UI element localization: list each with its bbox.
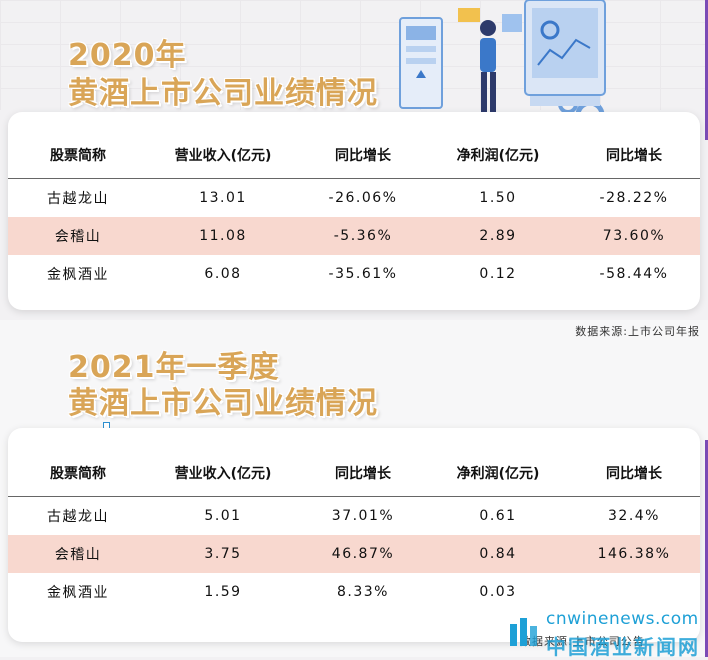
watermark-url: cnwinenews.com <box>546 609 699 629</box>
table-cell: 会稽山 <box>8 217 148 255</box>
column-header: 股票简称 <box>50 466 106 482</box>
column-header: 营业收入(亿元) <box>174 148 272 164</box>
section1-table: 股票简称 营业收入(亿元) 同比增长 净利润(亿元) 同比增长 古越龙山 13.… <box>8 132 700 293</box>
table-cell: 1.59 <box>204 584 242 600</box>
section2-table: 股票简称 营业收入(亿元) 同比增长 净利润(亿元) 同比增长 古越龙山 5.0… <box>8 450 700 611</box>
table-cell: 古越龙山 <box>47 191 109 207</box>
column-header: 净利润(亿元) <box>456 466 540 482</box>
column-header: 同比增长 <box>606 466 662 482</box>
table-cell: 11.08 <box>148 217 298 255</box>
table-cell <box>568 573 700 611</box>
table-cell: 金枫酒业 <box>47 585 109 601</box>
section2-table-card: 股票简称 营业收入(亿元) 同比增长 净利润(亿元) 同比增长 古越龙山 5.0… <box>8 428 700 642</box>
table-cell: 73.60% <box>568 217 700 255</box>
table-cell: 8.33% <box>337 584 389 600</box>
table-cell: 5.01 <box>204 508 242 524</box>
section2-main-title: 黄酒上市公司业绩情况 <box>68 386 378 421</box>
table-cell: 2.89 <box>428 217 568 255</box>
table-row: 会稽山 3.75 46.87% 0.84 146.38% <box>8 535 700 573</box>
column-header: 同比增长 <box>606 148 662 164</box>
table-row: 金枫酒业 1.59 8.33% 0.03 <box>8 573 700 611</box>
accent-bar <box>705 440 708 657</box>
section2-year-title: 2021年一季度 <box>68 350 280 385</box>
table-cell: 1.50 <box>479 190 517 206</box>
table-cell: -5.36% <box>298 217 428 255</box>
table-header-row: 股票简称 营业收入(亿元) 同比增长 净利润(亿元) 同比增长 <box>8 132 700 179</box>
section2-source-note: 数据来源:上市公司公告 <box>520 635 645 648</box>
column-header: 同比增长 <box>335 148 391 164</box>
table-cell: 37.01% <box>331 508 395 524</box>
table-cell: 13.01 <box>199 190 247 206</box>
table-cell: -26.06% <box>328 190 398 206</box>
section1-main-title: 黄酒上市公司业绩情况 <box>68 76 378 111</box>
cnwinenews-logo-icon <box>510 618 537 646</box>
table-cell: 0.12 <box>479 266 517 282</box>
table-cell: 32.4% <box>608 508 660 524</box>
table-cell: 金枫酒业 <box>47 267 109 283</box>
table-row: 古越龙山 5.01 37.01% 0.61 32.4% <box>8 497 700 535</box>
table-cell: 46.87% <box>298 535 428 573</box>
column-header: 股票简称 <box>50 148 106 164</box>
section1-table-card: 股票简称 营业收入(亿元) 同比增长 净利润(亿元) 同比增长 古越龙山 13.… <box>8 112 700 310</box>
section1-source-note: 数据来源:上市公司年报 <box>575 325 700 338</box>
table-row: 古越龙山 13.01 -26.06% 1.50 -28.22% <box>8 179 700 217</box>
table-cell: 古越龙山 <box>47 509 109 525</box>
table-cell: 0.84 <box>428 535 568 573</box>
column-header: 营业收入(亿元) <box>174 466 272 482</box>
table-header-row: 股票简称 营业收入(亿元) 同比增长 净利润(亿元) 同比增长 <box>8 450 700 497</box>
table-row: 金枫酒业 6.08 -35.61% 0.12 -58.44% <box>8 255 700 293</box>
table-cell: 146.38% <box>568 535 700 573</box>
table-cell: 6.08 <box>204 266 242 282</box>
column-header: 同比增长 <box>335 466 391 482</box>
table-cell: 0.61 <box>479 508 517 524</box>
watermark-site-name: 中国酒业新闻网 <box>546 635 700 659</box>
table-row: 会稽山 11.08 -5.36% 2.89 73.60% <box>8 217 700 255</box>
accent-bar <box>705 0 708 140</box>
section1-year-title: 2020年 <box>68 38 187 73</box>
table-cell: -35.61% <box>328 266 398 282</box>
table-cell: -58.44% <box>599 266 669 282</box>
column-header: 净利润(亿元) <box>456 148 540 164</box>
table-cell: 0.03 <box>479 584 517 600</box>
table-cell: -28.22% <box>599 190 669 206</box>
table-cell: 3.75 <box>148 535 298 573</box>
table-cell: 会稽山 <box>8 535 148 573</box>
business-analytics-illustration <box>399 0 606 130</box>
